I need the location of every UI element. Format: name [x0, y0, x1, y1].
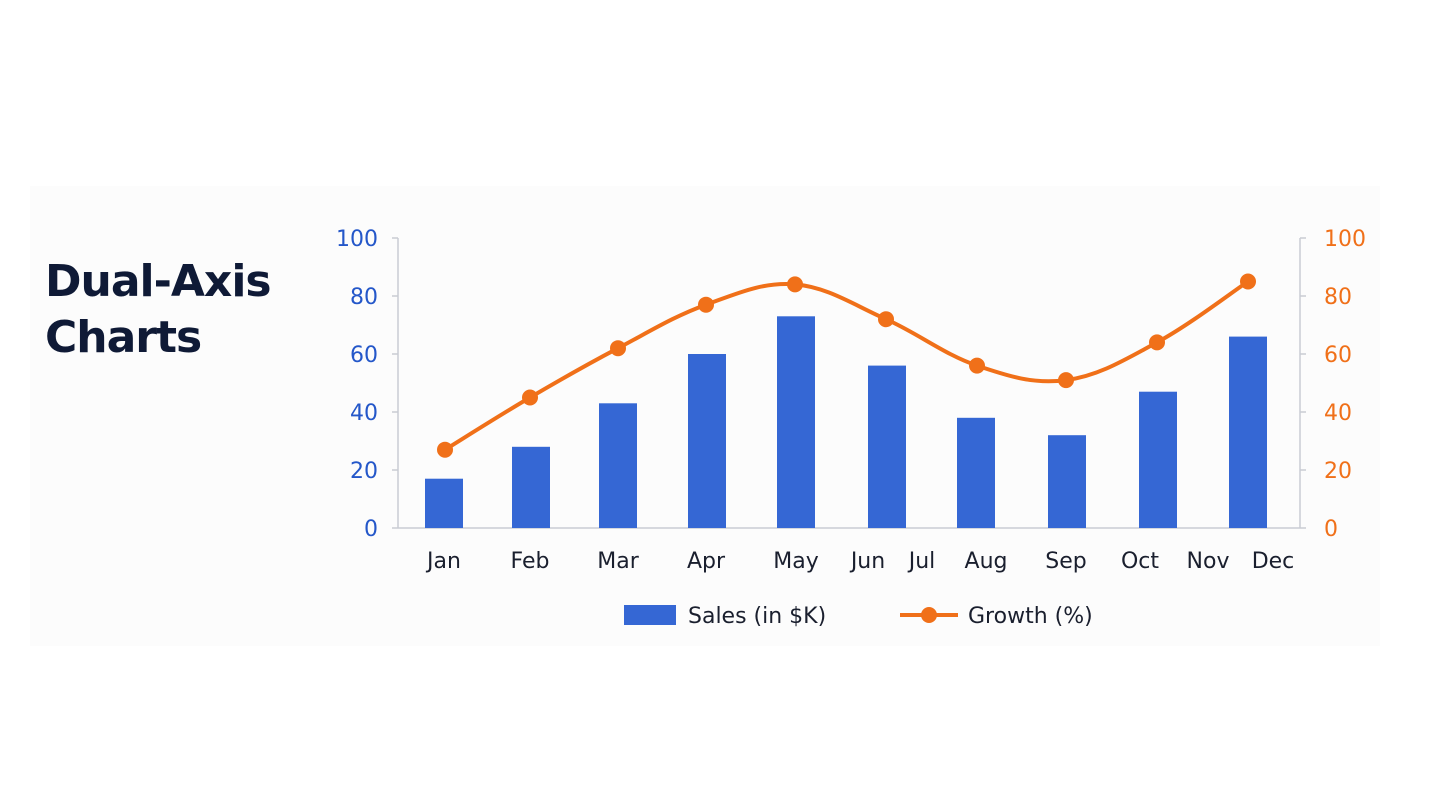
left-tick-label: 60 — [350, 343, 378, 368]
sales-bar — [957, 417, 995, 528]
sales-bar — [599, 403, 637, 528]
growth-point — [698, 296, 714, 313]
growth-line-group — [437, 273, 1256, 458]
growth-point — [1240, 273, 1256, 290]
axis-ticks: 0 20 40 60 80 100 0 20 40 60 80 100 Jan Feb Mar Apr May J… — [336, 227, 1366, 574]
x-tick-label: Nov — [1187, 549, 1230, 574]
growth-line — [443, 279, 1250, 452]
right-tick-label: 80 — [1324, 285, 1352, 310]
left-tick-label: 20 — [350, 459, 378, 484]
growth-point — [437, 441, 453, 458]
x-tick-label: Jul — [907, 549, 936, 574]
x-tick-label: Jun — [849, 549, 885, 574]
title-line-1: Dual-Axis — [45, 256, 272, 307]
x-tick-label: Sep — [1045, 549, 1086, 574]
x-tick-label: Aug — [965, 549, 1008, 574]
growth-point — [1058, 372, 1074, 389]
legend-sales-label: Sales (in $K) — [688, 604, 826, 629]
x-tick-label: Dec — [1252, 549, 1295, 574]
legend-growth-label: Growth (%) — [968, 604, 1093, 629]
sales-bar — [868, 365, 906, 528]
sales-bar — [688, 354, 726, 528]
sales-bars — [425, 316, 1267, 528]
right-tick-label: 20 — [1324, 459, 1352, 484]
legend-sales-swatch — [624, 605, 676, 625]
x-tick-label: Feb — [511, 549, 550, 574]
x-tick-label: Mar — [597, 549, 639, 574]
growth-point — [522, 389, 538, 406]
x-tick-label: May — [773, 549, 818, 574]
x-tick-label: Jan — [425, 549, 461, 574]
left-tick-label: 0 — [364, 517, 378, 542]
right-tick-label: 60 — [1324, 343, 1352, 368]
growth-point — [969, 357, 985, 374]
sales-bar — [512, 446, 550, 528]
sales-bar — [425, 478, 463, 528]
growth-point — [787, 276, 803, 293]
right-tick-label: 40 — [1324, 401, 1352, 426]
sales-bar — [1139, 391, 1177, 528]
growth-point — [610, 340, 626, 357]
sales-bar — [1229, 336, 1267, 528]
x-tick-label: Apr — [687, 549, 726, 574]
title-line-2: Charts — [45, 312, 202, 363]
growth-point — [878, 311, 894, 328]
left-tick-label: 100 — [336, 227, 378, 252]
legend-growth-marker — [921, 607, 937, 623]
left-tick-label: 40 — [350, 401, 378, 426]
x-tick-label: Oct — [1121, 549, 1159, 574]
right-tick-label: 0 — [1324, 517, 1338, 542]
sales-bar — [777, 316, 815, 528]
right-tick-label: 100 — [1324, 227, 1366, 252]
page-title: Dual-Axis Charts — [45, 254, 272, 366]
sales-bar — [1048, 435, 1086, 528]
chart-legend: Sales (in $K) Growth (%) — [624, 604, 1093, 629]
left-tick-label: 80 — [350, 285, 378, 310]
growth-point — [1149, 334, 1165, 351]
